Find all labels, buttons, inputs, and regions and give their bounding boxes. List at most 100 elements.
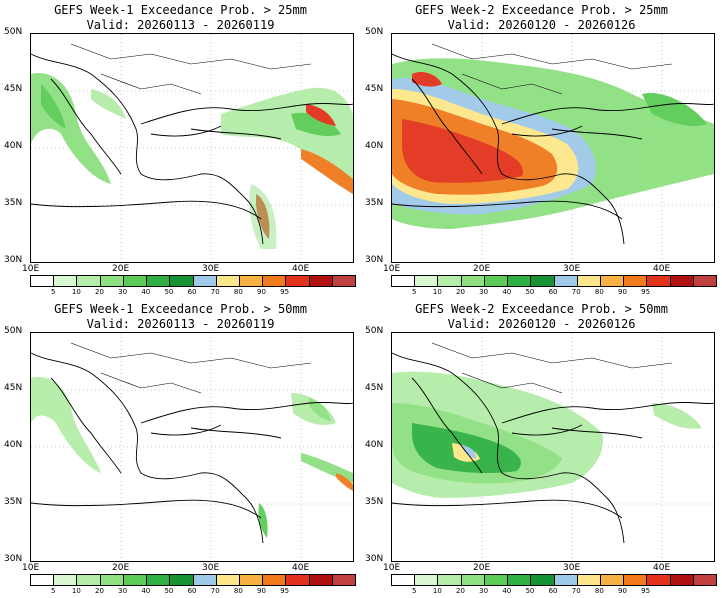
colorbar-swatch: [671, 276, 694, 286]
colorbar-label: 40: [141, 587, 150, 595]
colorbar-label: 95: [641, 587, 650, 595]
colorbar-swatch: [310, 575, 333, 585]
colorbar-swatch: [170, 276, 193, 286]
colorbar-label: 60: [188, 587, 197, 595]
colorbar-swatch: [462, 276, 485, 286]
colorbar-swatch: [578, 575, 601, 585]
colorbar-swatch: [531, 575, 554, 585]
lat-label: 30N: [365, 255, 383, 265]
colorbar-swatch: [77, 575, 100, 585]
colorbar-swatch: [31, 276, 54, 286]
colorbar-label: 80: [234, 587, 243, 595]
precip-probability-field: [392, 58, 714, 229]
panel-title: GEFS Week-2 Exceedance Prob. > 50mm: [361, 302, 722, 316]
colorbar: [30, 574, 356, 586]
colorbar-label: 90: [618, 288, 627, 296]
colorbar-swatch: [263, 276, 286, 286]
colorbar-label: 60: [549, 587, 558, 595]
colorbar-label: 40: [502, 587, 511, 595]
lon-label: 30E: [563, 264, 580, 274]
precip-probability-field: [31, 377, 353, 538]
colorbar-swatch: [392, 276, 415, 286]
map-panel-week2-25mm: GEFS Week-2 Exceedance Prob. > 25mm Vali…: [361, 0, 722, 299]
lat-label: 45N: [4, 84, 22, 94]
colorbar-label: 80: [595, 288, 604, 296]
panel-title: GEFS Week-1 Exceedance Prob. > 50mm: [0, 302, 361, 316]
colorbar-label: 80: [234, 288, 243, 296]
colorbar-swatch: [485, 276, 508, 286]
lat-label: 35N: [365, 497, 383, 507]
colorbar-swatch: [462, 575, 485, 585]
colorbar-label: 90: [257, 587, 266, 595]
colorbar-swatch: [508, 575, 531, 585]
lat-label: 50N: [4, 27, 22, 37]
colorbar-label: 50: [164, 587, 173, 595]
colorbar-label: 20: [456, 587, 465, 595]
colorbar-swatch: [170, 575, 193, 585]
colorbar: [391, 574, 717, 586]
panel-valid-dates: Valid: 20260120 - 20260126: [361, 18, 722, 32]
colorbar-label: 70: [211, 288, 220, 296]
colorbar-label: 30: [118, 587, 127, 595]
panel-title: GEFS Week-2 Exceedance Prob. > 25mm: [361, 3, 722, 17]
colorbar-label: 60: [188, 288, 197, 296]
panel-title: GEFS Week-1 Exceedance Prob. > 25mm: [0, 3, 361, 17]
colorbar-swatch: [286, 276, 309, 286]
lon-label: 10E: [383, 264, 400, 274]
colorbar-label: 10: [433, 587, 442, 595]
colorbar-label: 90: [257, 288, 266, 296]
colorbar-label: 70: [572, 288, 581, 296]
colorbar-label: 50: [164, 288, 173, 296]
colorbar-label: 30: [118, 288, 127, 296]
colorbar-swatch: [54, 575, 77, 585]
colorbar-swatch: [240, 276, 263, 286]
lon-label: 30E: [563, 563, 580, 573]
colorbar-swatch: [31, 575, 54, 585]
lon-label: 20E: [112, 264, 129, 274]
precip-probability-field: [31, 73, 353, 249]
lat-label: 45N: [4, 383, 22, 393]
colorbar-swatch: [415, 575, 438, 585]
colorbar-label: 20: [95, 587, 104, 595]
lat-label: 40N: [365, 440, 383, 450]
colorbar-swatch: [333, 276, 355, 286]
map-panel-week1-25mm: GEFS Week-1 Exceedance Prob. > 25mm Vali…: [0, 0, 361, 299]
colorbar-label: 5: [412, 288, 416, 296]
lat-label: 45N: [365, 84, 383, 94]
lon-label: 40E: [292, 563, 309, 573]
colorbar-label: 10: [433, 288, 442, 296]
colorbar-swatch: [601, 575, 624, 585]
map-svg: [392, 333, 714, 561]
panel-valid-dates: Valid: 20260120 - 20260126: [361, 317, 722, 331]
colorbar-swatch: [624, 575, 647, 585]
colorbar-swatch: [438, 276, 461, 286]
lat-label: 30N: [365, 554, 383, 564]
colorbar-swatch: [647, 276, 670, 286]
colorbar-swatch: [694, 575, 716, 585]
colorbar-swatch: [286, 575, 309, 585]
colorbar-swatch: [217, 276, 240, 286]
colorbar-swatch: [124, 575, 147, 585]
lat-label: 45N: [365, 383, 383, 393]
colorbar-swatch: [647, 575, 670, 585]
colorbar-label: 40: [141, 288, 150, 296]
lon-label: 40E: [292, 264, 309, 274]
colorbar-swatch: [101, 276, 124, 286]
map-area: [391, 33, 715, 263]
colorbar-label: 80: [595, 587, 604, 595]
map-svg: [31, 34, 353, 262]
lon-label: 10E: [22, 264, 39, 274]
colorbar-label: 95: [280, 288, 289, 296]
colorbar-label: 50: [525, 587, 534, 595]
colorbar-label: 70: [211, 587, 220, 595]
colorbar-swatch: [485, 575, 508, 585]
lon-label: 20E: [112, 563, 129, 573]
lat-label: 40N: [4, 440, 22, 450]
colorbar-label: 5: [51, 587, 55, 595]
colorbar-label: 50: [525, 288, 534, 296]
colorbar-swatch: [694, 276, 716, 286]
colorbar-label: 30: [479, 587, 488, 595]
lon-label: 10E: [383, 563, 400, 573]
colorbar-swatch: [240, 575, 263, 585]
lat-label: 40N: [365, 141, 383, 151]
